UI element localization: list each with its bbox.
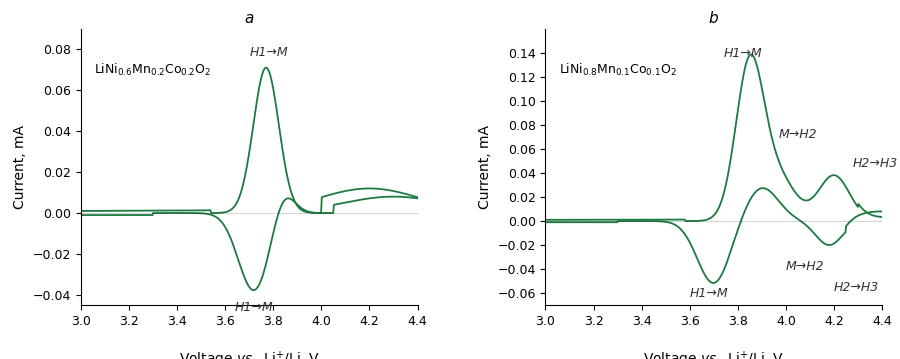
Text: M→H2: M→H2 — [778, 128, 817, 141]
Text: H1→M: H1→M — [235, 301, 274, 314]
Text: H1→M: H1→M — [249, 46, 288, 60]
Text: H2→H3: H2→H3 — [853, 157, 898, 170]
Title: b: b — [709, 11, 718, 26]
Text: H1→M: H1→M — [724, 47, 762, 60]
Title: a: a — [245, 11, 254, 26]
Text: M→H2: M→H2 — [786, 260, 824, 273]
Text: H1→M: H1→M — [689, 287, 728, 300]
Text: LiNi$_{0.8}$Mn$_{0.1}$Co$_{0.1}$O$_{2}$: LiNi$_{0.8}$Mn$_{0.1}$Co$_{0.1}$O$_{2}$ — [559, 62, 677, 78]
Text: Voltage $vs.$ Li$^{+}$/Li, V: Voltage $vs.$ Li$^{+}$/Li, V — [179, 349, 320, 359]
Text: H2→H3: H2→H3 — [834, 281, 879, 294]
Y-axis label: Current, mA: Current, mA — [14, 125, 27, 209]
Text: LiNi$_{0.6}$Mn$_{0.2}$Co$_{0.2}$O$_{2}$: LiNi$_{0.6}$Mn$_{0.2}$Co$_{0.2}$O$_{2}$ — [94, 62, 212, 78]
Y-axis label: Current, mA: Current, mA — [478, 125, 491, 209]
Text: Voltage $vs.$ Li$^{+}$/Li, V: Voltage $vs.$ Li$^{+}$/Li, V — [644, 349, 784, 359]
